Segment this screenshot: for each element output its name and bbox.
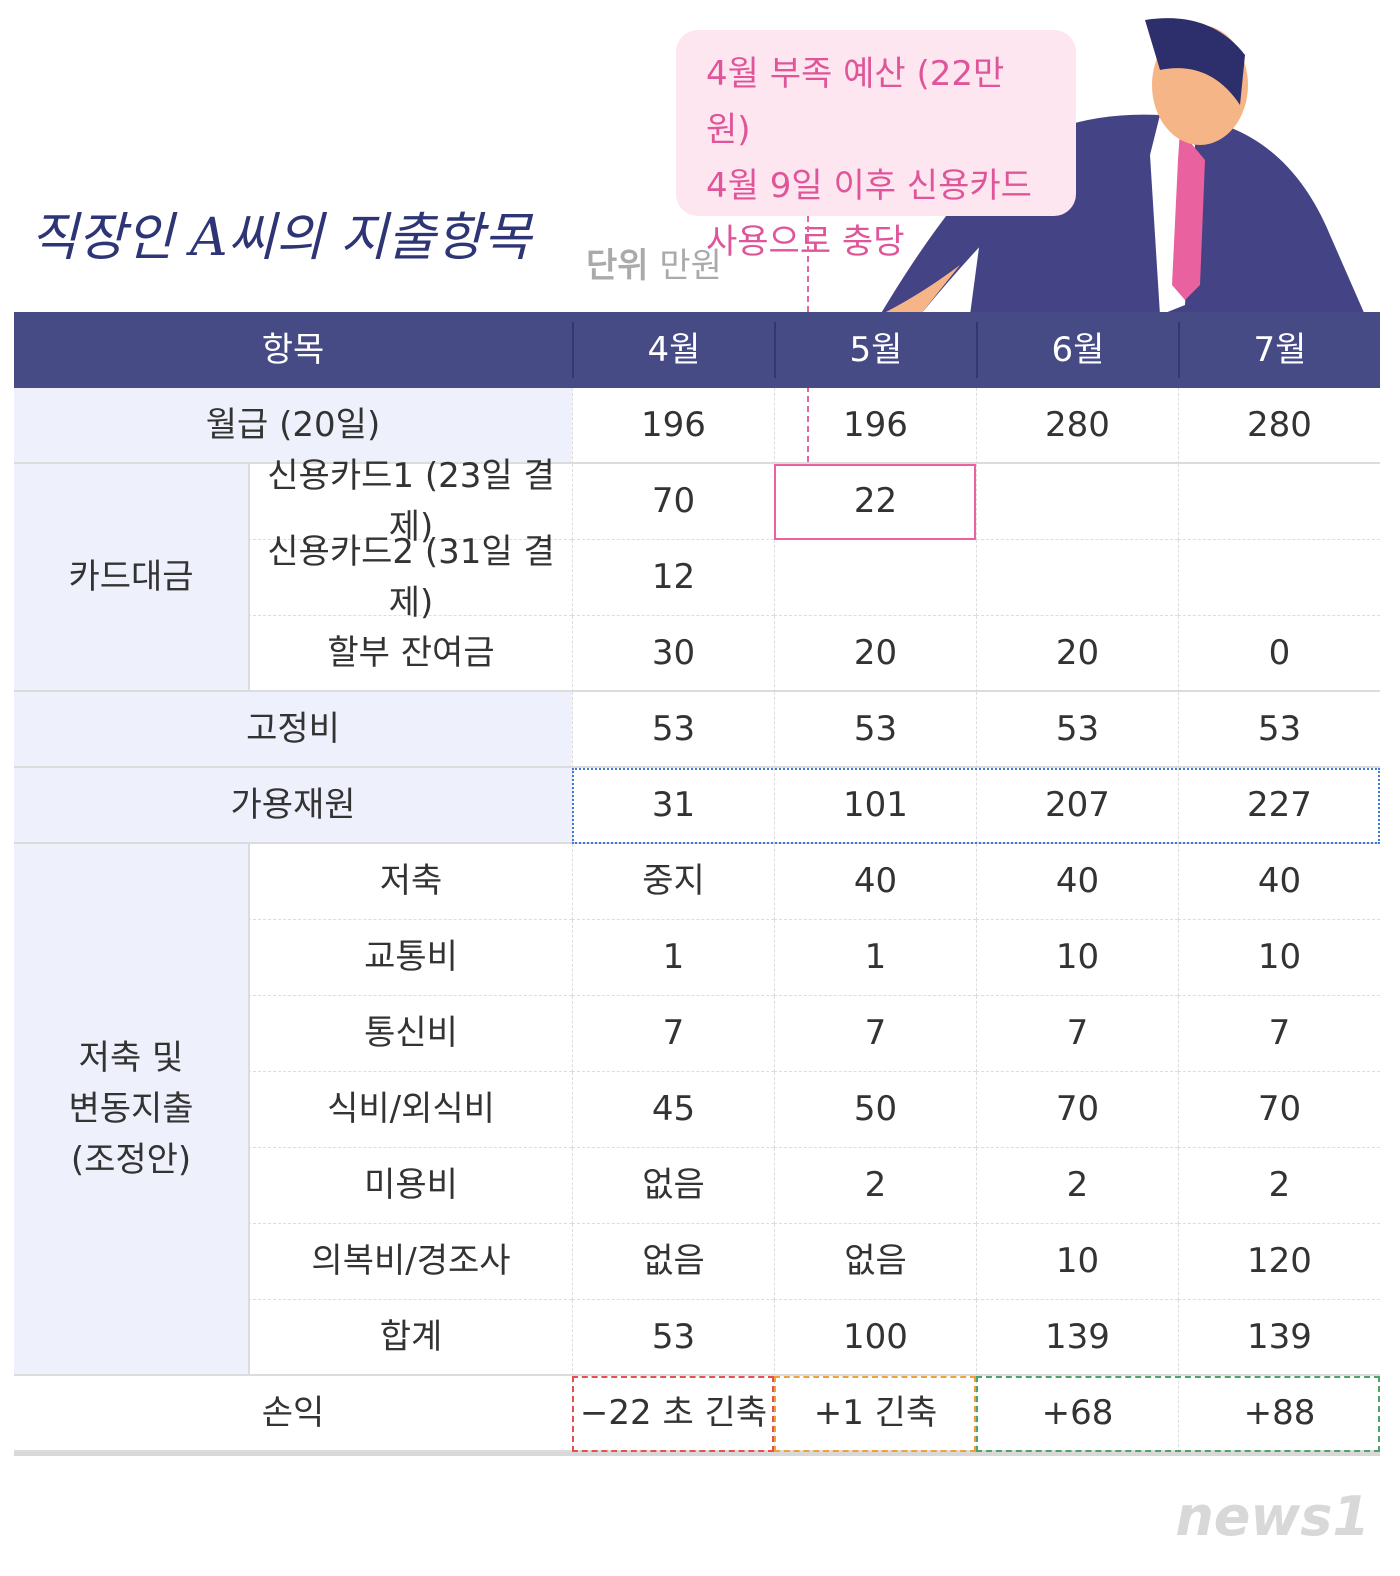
value-cell: 없음 [774, 1224, 976, 1300]
value-cell: 12 [572, 540, 774, 616]
value-cell: 196 [572, 388, 774, 464]
value-cell: 20 [774, 616, 976, 692]
row-item: 의복비/경조사 [248, 1224, 572, 1300]
highlight-box [774, 464, 976, 540]
header-bg [14, 312, 1380, 388]
value-cell: 53 [976, 692, 1178, 768]
callout-line-text: 사용으로 충당 [706, 222, 905, 262]
header-cell: 5월 [774, 322, 976, 378]
value-cell: 45 [572, 1072, 774, 1148]
value-cell: 2 [976, 1148, 1178, 1224]
value-cell: 120 [1178, 1224, 1380, 1300]
highlight-box [572, 768, 1380, 844]
value-cell [1178, 540, 1380, 616]
row-item: 교통비 [248, 920, 572, 996]
header-cell: 4월 [572, 322, 774, 378]
watermark: news1 [1175, 1485, 1370, 1548]
header-cell: 항목 [261, 329, 325, 370]
section-label: 카드대금 [14, 464, 248, 692]
value-cell: 53 [1178, 692, 1380, 768]
value-cell: 280 [1178, 388, 1380, 464]
unit: 단위 만원 [586, 238, 722, 287]
value-cell: 20 [976, 616, 1178, 692]
header-cell: 6월 [976, 322, 1178, 378]
value-cell: 0 [1178, 616, 1380, 692]
value-cell: 53 [572, 1300, 774, 1376]
value-cell: 50 [774, 1072, 976, 1148]
value-cell: 1 [774, 920, 976, 996]
row-item: 신용카드1 (23일 결제) [248, 456, 572, 547]
value-cell: 139 [1178, 1300, 1380, 1376]
row-item: 미용비 [248, 1148, 572, 1224]
value-cell: 196 [774, 388, 976, 464]
value-cell: 40 [976, 844, 1178, 920]
section-label: 가용재원 [14, 768, 572, 844]
value-cell: 10 [976, 1224, 1178, 1300]
value-cell: 70 [976, 1072, 1178, 1148]
value-cell: 53 [774, 692, 976, 768]
value-cell: 70 [1178, 1072, 1380, 1148]
row-item: 합계 [248, 1300, 572, 1376]
highlight-box [774, 1376, 976, 1452]
value-cell: 40 [774, 844, 976, 920]
row-item: 식비/외식비 [248, 1072, 572, 1148]
value-cell: 2 [774, 1148, 976, 1224]
row-item: 신용카드2 (31일 결제) [248, 532, 572, 623]
value-cell: 7 [976, 996, 1178, 1072]
value-cell: 10 [1178, 920, 1380, 996]
value-cell: 1 [572, 920, 774, 996]
value-cell: 280 [976, 388, 1178, 464]
highlight-box [976, 1376, 1380, 1452]
bottom-rule [14, 1452, 1380, 1456]
header-cell: 7월 [1178, 322, 1380, 378]
value-cell: 100 [774, 1300, 976, 1376]
value-cell: 10 [976, 920, 1178, 996]
section-label: 고정비 [14, 692, 572, 768]
value-cell: 139 [976, 1300, 1178, 1376]
value-cell: 2 [1178, 1148, 1380, 1224]
row-item: 통신비 [248, 996, 572, 1072]
value-cell: −22 초 긴축 [572, 1376, 774, 1452]
unit-value: 만원 [659, 246, 722, 286]
title: 직장인 A씨의 지출항목 [30, 208, 532, 268]
section-label: 저축 및 변동지출 (조정안) [14, 844, 248, 1376]
value-cell: 7 [572, 996, 774, 1072]
highlight-box [572, 1376, 774, 1452]
callout-line-text: 4월 부족 예산 (22만원) [706, 54, 1005, 150]
value-cell: 없음 [572, 1224, 774, 1300]
value-cell [976, 464, 1178, 540]
value-cell: 7 [1178, 996, 1380, 1072]
value-cell: 30 [572, 616, 774, 692]
section-label: 손익 [14, 1376, 572, 1452]
row-item: 저축 [248, 844, 572, 920]
value-cell: 7 [774, 996, 976, 1072]
callout-line-text: 4월 9일 이후 신용카드 [706, 166, 1032, 206]
value-cell: 40 [1178, 844, 1380, 920]
value-cell [774, 540, 976, 616]
value-cell: 중지 [572, 844, 774, 920]
value-cell: 70 [572, 464, 774, 540]
section-label: 월급 (20일) [14, 388, 572, 464]
value-cell [976, 540, 1178, 616]
value-cell: 53 [572, 692, 774, 768]
row-item: 할부 잔여금 [248, 616, 572, 692]
unit-label: 단위 [586, 246, 649, 286]
value-cell [1178, 464, 1380, 540]
value-cell: 없음 [572, 1148, 774, 1224]
